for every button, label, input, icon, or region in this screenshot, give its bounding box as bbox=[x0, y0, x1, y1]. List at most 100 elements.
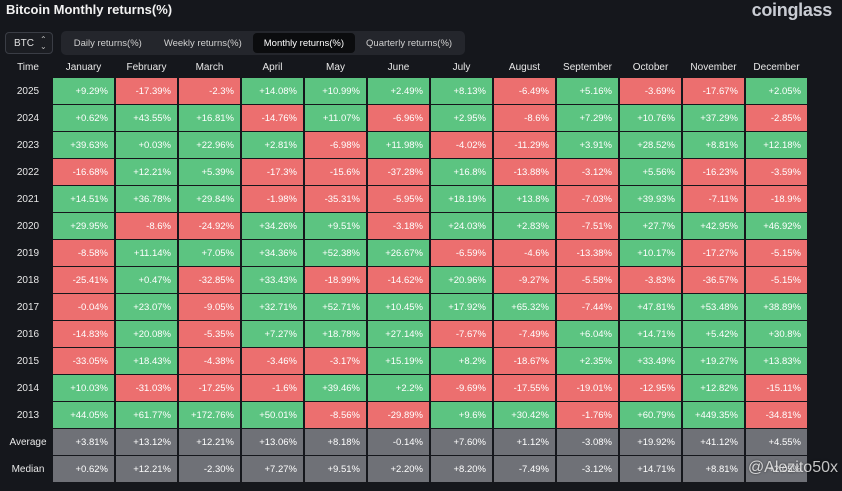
return-cell: +172.76% bbox=[179, 402, 240, 428]
return-cell: -1.76% bbox=[557, 402, 618, 428]
return-cell: -18.67% bbox=[494, 348, 555, 374]
return-cell: +8.2% bbox=[431, 348, 492, 374]
column-header-time: Time bbox=[17, 62, 39, 73]
return-cell: -17.25% bbox=[179, 375, 240, 401]
return-cell: +36.78% bbox=[116, 186, 177, 212]
asset-select[interactable]: BTC ⌃ ⌄ bbox=[5, 32, 53, 54]
return-cell: -5.35% bbox=[179, 321, 240, 347]
return-cell: +23.07% bbox=[116, 294, 177, 320]
return-cell: +15.19% bbox=[368, 348, 429, 374]
return-cell: -17.39% bbox=[116, 78, 177, 104]
return-cell: +10.45% bbox=[368, 294, 429, 320]
return-cell: +449.35% bbox=[683, 402, 744, 428]
returns-tabs: Daily returns(%) Weekly returns(%) Month… bbox=[60, 31, 466, 55]
return-cell: -8.56% bbox=[305, 402, 366, 428]
return-cell: +29.95% bbox=[53, 213, 114, 239]
return-cell: -37.28% bbox=[368, 159, 429, 185]
return-cell: +13.12% bbox=[116, 429, 177, 455]
return-cell: -2.3% bbox=[179, 78, 240, 104]
return-cell: +14.71% bbox=[620, 456, 681, 482]
return-cell: -8.58% bbox=[53, 240, 114, 266]
column-header-january: January bbox=[65, 62, 102, 73]
tab-weekly-returns[interactable]: Weekly returns(%) bbox=[163, 37, 242, 49]
return-cell: +11.98% bbox=[368, 132, 429, 158]
return-cell: -14.62% bbox=[368, 267, 429, 293]
tab-quarterly-returns[interactable]: Quarterly returns(%) bbox=[366, 37, 453, 49]
return-cell: +8.18% bbox=[305, 429, 366, 455]
return-cell: -7.49% bbox=[494, 321, 555, 347]
return-cell: -3.12% bbox=[557, 456, 618, 482]
return-cell: +29.84% bbox=[179, 186, 240, 212]
asset-select-value: BTC bbox=[14, 37, 34, 49]
return-cell: +32.71% bbox=[242, 294, 303, 320]
return-cell: -1.98% bbox=[242, 186, 303, 212]
return-cell: +12.21% bbox=[179, 429, 240, 455]
tab-daily-returns[interactable]: Daily returns(%) bbox=[73, 37, 142, 49]
table-header-row: Time January February March April May June July… bbox=[5, 58, 807, 77]
return-cell: -1.6% bbox=[242, 375, 303, 401]
return-cell: +33.43% bbox=[242, 267, 303, 293]
return-cell: +2.05% bbox=[746, 456, 807, 482]
return-cell: +50.01% bbox=[242, 402, 303, 428]
table-row: 2019 -8.58% +11.14% +7.05% +34.36% +52.38% +26… bbox=[5, 240, 807, 266]
return-cell: -7.44% bbox=[557, 294, 618, 320]
table-row: 2013 +44.05% +61.77% +172.76% +50.01% -8.56% -… bbox=[5, 402, 807, 428]
return-cell: -7.67% bbox=[431, 321, 492, 347]
return-cell: -16.68% bbox=[53, 159, 114, 185]
return-cell: -5.95% bbox=[368, 186, 429, 212]
row-label: 2019 bbox=[16, 247, 40, 259]
return-cell: +30.8% bbox=[746, 321, 807, 347]
return-cell: +24.03% bbox=[431, 213, 492, 239]
table-row: 2025 +9.29% -17.39% -2.3% +14.08% +10.99% +2.4… bbox=[5, 78, 807, 104]
return-cell: +34.26% bbox=[242, 213, 303, 239]
return-cell: -2.30% bbox=[179, 456, 240, 482]
return-cell: +41.12% bbox=[683, 429, 744, 455]
row-label: 2018 bbox=[16, 274, 40, 286]
summary-row: Median +0.62% +12.21% -2.30% +7.27% +9.51% +2.… bbox=[5, 456, 807, 482]
return-cell: +2.95% bbox=[431, 105, 492, 131]
return-cell: +0.47% bbox=[116, 267, 177, 293]
return-cell: +5.39% bbox=[179, 159, 240, 185]
return-cell: +12.82% bbox=[683, 375, 744, 401]
return-cell: +0.62% bbox=[53, 105, 114, 131]
return-cell: -3.18% bbox=[368, 213, 429, 239]
return-cell: +14.08% bbox=[242, 78, 303, 104]
row-label: 2017 bbox=[16, 301, 40, 313]
return-cell: +28.52% bbox=[620, 132, 681, 158]
return-cell: +11.14% bbox=[116, 240, 177, 266]
return-cell: +12.21% bbox=[116, 456, 177, 482]
column-header-february: February bbox=[126, 62, 167, 73]
return-cell: +9.51% bbox=[305, 456, 366, 482]
return-cell: +43.55% bbox=[116, 105, 177, 131]
return-cell: +9.29% bbox=[53, 78, 114, 104]
return-cell: -15.11% bbox=[746, 375, 807, 401]
return-cell: +12.18% bbox=[746, 132, 807, 158]
return-cell: -3.12% bbox=[557, 159, 618, 185]
return-cell: +30.42% bbox=[494, 402, 555, 428]
return-cell: +18.43% bbox=[116, 348, 177, 374]
return-cell: +2.35% bbox=[557, 348, 618, 374]
return-cell: +19.27% bbox=[683, 348, 744, 374]
return-cell: -13.38% bbox=[557, 240, 618, 266]
return-cell: -7.11% bbox=[683, 186, 744, 212]
return-cell: +60.79% bbox=[620, 402, 681, 428]
return-cell: +2.20% bbox=[368, 456, 429, 482]
return-cell: +52.38% bbox=[305, 240, 366, 266]
return-cell: +12.21% bbox=[116, 159, 177, 185]
table-row: 2024 +0.62% +43.55% +16.81% -14.76% +11.07% -6… bbox=[5, 105, 807, 131]
return-cell: -3.46% bbox=[242, 348, 303, 374]
return-cell: -29.89% bbox=[368, 402, 429, 428]
return-cell: -2.85% bbox=[746, 105, 807, 131]
table-row: 2021 +14.51% +36.78% +29.84% -1.98% -35.31% -5… bbox=[5, 186, 807, 212]
row-label: 2014 bbox=[16, 382, 40, 394]
return-cell: -11.29% bbox=[494, 132, 555, 158]
tab-monthly-returns[interactable]: Monthly returns(%) bbox=[252, 33, 356, 53]
table-row: 2014 +10.03% -31.03% -17.25% -1.6% +39.46% +2.… bbox=[5, 375, 807, 401]
return-cell: -31.03% bbox=[116, 375, 177, 401]
return-cell: -7.49% bbox=[494, 456, 555, 482]
return-cell: +19.92% bbox=[620, 429, 681, 455]
return-cell: +13.06% bbox=[242, 429, 303, 455]
return-cell: +2.81% bbox=[242, 132, 303, 158]
column-header-july: July bbox=[452, 62, 471, 73]
return-cell: +38.89% bbox=[746, 294, 807, 320]
